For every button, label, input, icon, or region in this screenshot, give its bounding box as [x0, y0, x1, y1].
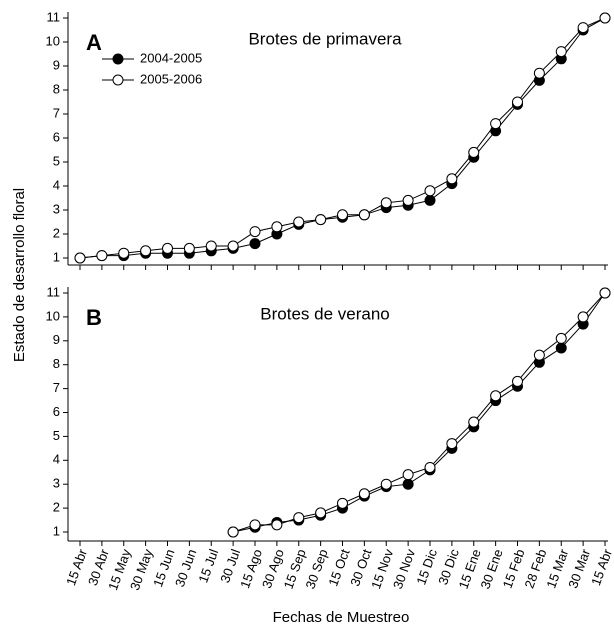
data-point — [315, 507, 327, 519]
y-tick-label: 3 — [53, 476, 60, 491]
y-tick-label: 5 — [53, 428, 60, 443]
y-tick-label: 8 — [53, 81, 60, 96]
data-point — [424, 185, 436, 197]
y-tick-label: 8 — [53, 356, 60, 371]
data-point — [512, 96, 523, 108]
data-point — [227, 526, 239, 538]
y-tick-label: 9 — [53, 57, 60, 72]
series-line — [232, 292, 606, 533]
data-point — [490, 390, 502, 402]
data-point — [358, 488, 370, 500]
y-tick-label: 9 — [53, 332, 60, 347]
x-axis-label: Fechas de Muestreo — [273, 609, 410, 626]
data-point — [227, 240, 239, 252]
data-point — [512, 375, 523, 387]
data-point — [490, 118, 502, 130]
data-point — [555, 46, 567, 58]
data-point — [402, 194, 414, 206]
y-tick-label: 10 — [46, 33, 60, 48]
y-tick-label: 1 — [53, 249, 60, 264]
data-point — [424, 461, 436, 473]
data-point — [205, 240, 217, 252]
y-tick-label: 4 — [53, 177, 60, 192]
y-tick-label: 10 — [46, 308, 60, 323]
data-point — [468, 146, 480, 158]
y-axis-label: Estado de desarrollo floral — [11, 188, 28, 362]
data-point — [424, 194, 436, 206]
data-point — [140, 245, 152, 257]
y-tick-label: 3 — [53, 201, 60, 216]
y-tick-label: 7 — [53, 380, 60, 395]
panel-title: Brotes de primavera — [248, 29, 402, 48]
data-point — [380, 197, 392, 209]
data-point — [249, 238, 261, 250]
data-point — [577, 22, 589, 34]
legend-marker — [112, 74, 124, 86]
data-point — [358, 209, 370, 221]
data-point — [446, 438, 458, 450]
data-point — [599, 12, 611, 24]
data-point — [249, 519, 261, 531]
y-tick-label: 1 — [53, 523, 60, 538]
data-point — [74, 252, 86, 264]
series-line — [233, 292, 606, 533]
y-tick-label: 2 — [53, 500, 60, 515]
y-tick-label: 6 — [53, 129, 60, 144]
data-point — [380, 478, 392, 490]
data-point — [533, 67, 545, 79]
data-point — [293, 512, 305, 524]
data-point — [315, 214, 327, 226]
data-point — [446, 173, 458, 185]
y-tick-label: 11 — [47, 284, 61, 299]
panel-label: B — [86, 305, 102, 330]
data-point — [402, 469, 414, 481]
data-point — [118, 247, 130, 259]
data-point — [337, 497, 348, 509]
data-point — [271, 519, 283, 531]
y-tick-label: 2 — [53, 225, 60, 240]
data-point — [293, 216, 305, 228]
y-tick-label: 7 — [53, 105, 60, 120]
data-point — [337, 209, 348, 221]
data-point — [402, 478, 414, 490]
data-point — [577, 311, 589, 323]
panel-title: Brotes de verano — [260, 304, 389, 323]
data-point — [183, 242, 195, 254]
data-point — [533, 349, 545, 361]
data-point — [162, 242, 173, 254]
y-tick-label: 6 — [53, 404, 60, 419]
y-tick-label: 11 — [47, 9, 61, 24]
legend-label: 2004-2005 — [140, 50, 202, 65]
data-point — [96, 250, 108, 262]
data-point — [555, 342, 567, 354]
y-tick-label: 4 — [53, 452, 60, 467]
data-point — [271, 221, 283, 233]
data-point — [555, 332, 567, 344]
panel-label: A — [86, 30, 102, 55]
data-point — [468, 416, 480, 428]
y-tick-label: 5 — [53, 153, 60, 168]
data-point — [599, 287, 611, 299]
legend-marker — [112, 53, 124, 65]
legend-label: 2005-2006 — [140, 71, 202, 86]
data-point — [249, 226, 261, 238]
